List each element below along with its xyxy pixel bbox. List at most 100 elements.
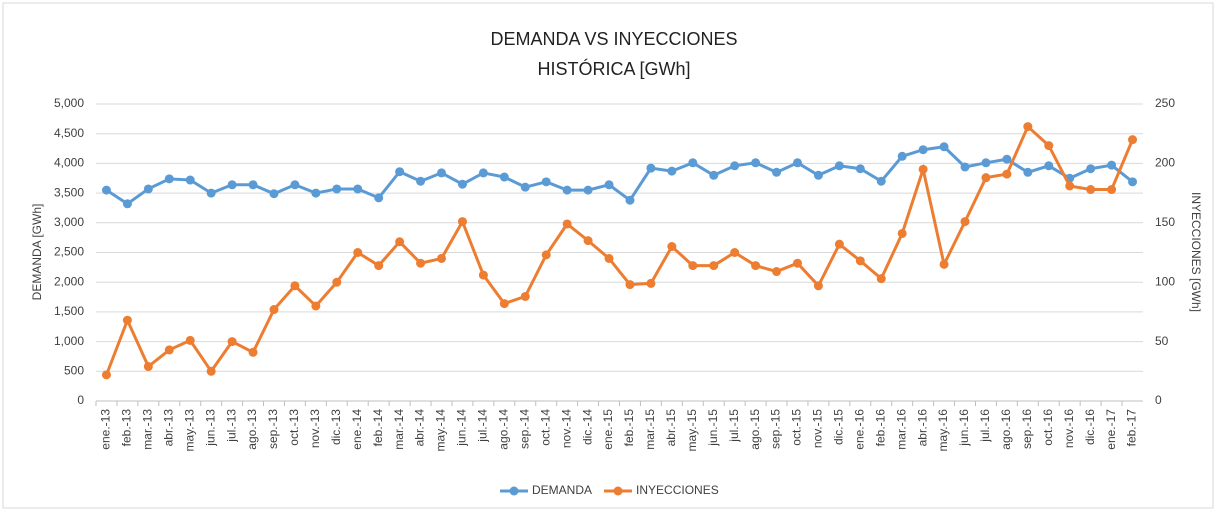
x-tick-label: nov.-15 [811,409,825,448]
y-tick-label: 3,000 [54,215,84,229]
data-point [122,199,132,209]
x-tick-label: dic.-15 [832,409,846,445]
data-point [855,164,865,174]
data-point [897,228,907,238]
x-tick-label: nov.-16 [1062,409,1076,448]
data-point [1002,169,1012,179]
data-point [311,188,321,198]
data-point [416,258,426,268]
data-point [625,280,635,290]
chart-title: DEMANDA VS INYECCIONES [490,29,737,49]
data-point [981,173,991,183]
data-point [1128,177,1138,187]
x-tick-label: mar.-15 [643,409,657,450]
data-point [813,281,823,291]
x-tick-label: oct.-15 [790,409,804,446]
x-tick-label: jun.-13 [203,409,217,447]
y-tick-label: 500 [64,363,84,377]
data-point [520,182,530,192]
x-tick-label: may.-15 [685,409,699,452]
y2-tick-label: 250 [1155,96,1175,110]
data-point [897,151,907,161]
data-point [939,142,949,152]
y2-tick-label: 200 [1155,156,1175,170]
data-point [416,176,426,186]
data-point [876,176,886,186]
x-tick-label: feb.-15 [622,409,636,447]
y-tick-label: 1,000 [54,334,84,348]
data-point [227,180,237,190]
x-tick-label: jul.-15 [727,409,741,443]
data-point [374,193,384,203]
x-tick-label: sep.-15 [769,409,783,449]
data-point [855,256,865,266]
data-point [751,261,761,271]
data-point [101,370,111,380]
data-point [164,174,174,184]
data-point [960,217,970,227]
data-point [646,278,656,288]
data-point [499,299,509,309]
x-tick-label: mar.-13 [141,409,155,450]
y-tick-label: 4,500 [54,126,84,140]
data-point [101,185,111,195]
data-point [709,170,719,180]
data-point [1044,161,1054,171]
data-point [939,259,949,269]
legend-label: DEMANDA [532,483,592,497]
data-point [667,242,677,252]
data-point [772,267,782,277]
x-tick-label: ene.-14 [350,409,364,450]
x-tick-label: may.-16 [936,409,950,452]
x-tick-label: dic.-13 [329,409,343,445]
legend-label: INYECCIONES [636,483,719,497]
data-point [437,253,447,263]
y-tick-label: 2,000 [54,274,84,288]
x-tick-label: jul.-13 [224,409,238,443]
y2-tick-label: 50 [1155,334,1169,348]
data-point [981,158,991,168]
data-point [541,177,551,187]
data-point [395,167,405,177]
data-point [792,258,802,268]
data-point [667,166,677,176]
x-tick-label: abr.-15 [664,409,678,447]
data-point [1086,164,1096,174]
data-point [395,237,405,247]
data-point [122,315,132,325]
data-point [269,305,279,315]
data-point [918,145,928,155]
x-tick-label: nov.-13 [308,409,322,448]
data-point [457,179,467,189]
y-tick-label: 3,500 [54,185,84,199]
x-tick-label: jun.-16 [957,409,971,447]
x-tick-label: feb.-14 [371,409,385,447]
data-point [730,161,740,171]
data-point [353,248,363,257]
data-point [1107,185,1117,195]
series-line [105,124,1134,376]
legend-marker [613,486,623,496]
data-point [437,168,447,178]
data-point [227,337,237,347]
x-tick-label: abr.-16 [915,409,929,447]
chart-subtitle: HISTÓRICA [GWh] [537,58,690,79]
x-tick-label: abr.-13 [161,409,175,447]
x-tick-label: ago.-13 [245,409,259,450]
data-point [499,172,509,182]
x-tick-label: may.-13 [182,409,196,452]
data-point [332,184,342,194]
y-tick-label: 0 [77,393,84,407]
x-tick-label: oct.-16 [1041,409,1055,446]
data-point [478,270,488,280]
data-point [583,236,593,246]
data-point [1044,141,1054,151]
x-tick-label: feb.-13 [120,409,134,447]
x-tick-label: ene.-15 [601,409,615,450]
data-point [1086,185,1096,195]
x-tick-label: ago.-14 [497,409,511,450]
y2-tick-label: 100 [1155,274,1175,288]
x-tick-label: feb.-17 [1125,409,1139,447]
data-point [248,180,258,190]
